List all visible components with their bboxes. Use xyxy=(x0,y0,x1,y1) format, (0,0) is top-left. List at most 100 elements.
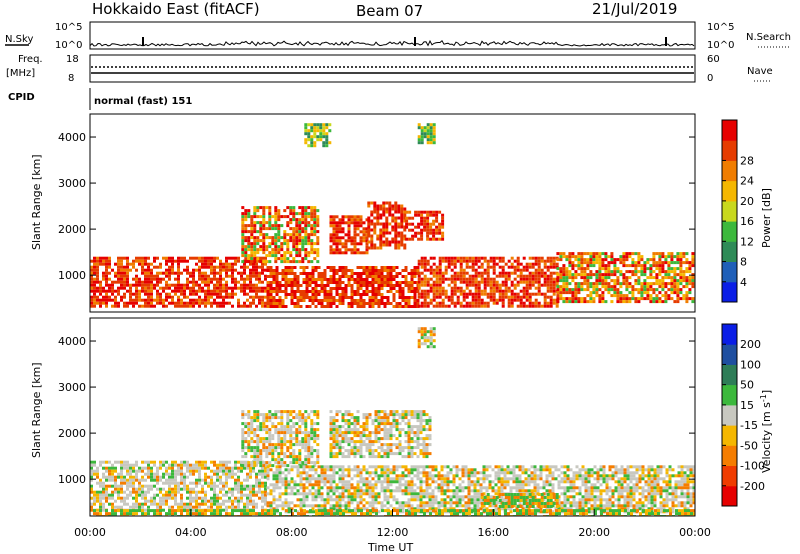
heatmap-cell xyxy=(299,290,303,293)
heatmap-cell xyxy=(432,292,436,296)
heatmap-cell xyxy=(114,466,117,470)
heatmap-cell xyxy=(256,257,260,261)
heatmap-cell xyxy=(489,286,493,290)
heatmap-cell xyxy=(338,440,342,444)
heatmap-cell xyxy=(192,283,195,287)
heatmap-cell xyxy=(403,225,407,229)
heatmap-cell xyxy=(228,466,231,470)
heatmap-cell xyxy=(335,248,339,252)
heatmap-cell xyxy=(255,286,258,290)
heatmap-cell xyxy=(507,301,511,305)
heatmap-cell xyxy=(398,446,402,450)
heatmap-cell xyxy=(322,129,326,133)
heatmap-cell xyxy=(123,265,126,269)
heatmap-cell xyxy=(353,425,357,429)
heatmap-cell xyxy=(255,295,258,299)
heatmap-cell xyxy=(391,219,395,223)
heatmap-cell xyxy=(90,460,93,464)
heatmap-cell xyxy=(474,268,478,272)
heatmap-cell xyxy=(111,505,114,509)
heatmap-cell xyxy=(525,295,529,299)
heatmap-cell xyxy=(295,245,299,249)
heatmap-cell xyxy=(286,416,290,420)
heatmap-cell xyxy=(296,275,300,278)
heatmap-cell xyxy=(676,255,680,259)
heatmap-cell xyxy=(380,446,384,450)
heatmap-cell xyxy=(183,283,186,287)
heatmap-cell xyxy=(189,298,192,302)
colorbar-segment xyxy=(722,221,737,242)
heatmap-cell xyxy=(277,236,281,240)
heatmap-cell xyxy=(329,449,333,453)
heatmap-cell xyxy=(310,123,314,127)
heatmap-cell xyxy=(565,267,569,271)
heatmap-cell xyxy=(311,281,315,284)
heatmap-cell xyxy=(222,277,225,281)
heatmap-cell xyxy=(365,413,369,417)
heatmap-cell xyxy=(320,474,324,478)
heatmap-cell xyxy=(625,279,629,283)
heatmap-cell xyxy=(400,222,404,226)
heatmap-cell xyxy=(253,206,257,210)
heatmap-cell xyxy=(625,288,629,292)
heatmap-cell xyxy=(595,261,599,265)
heatmap-cell xyxy=(359,302,363,305)
heatmap-cell xyxy=(426,138,430,142)
heatmap-cell xyxy=(356,293,360,296)
heatmap-cell xyxy=(120,469,123,473)
heatmap-cell xyxy=(234,292,237,296)
heatmap-cell xyxy=(132,496,135,500)
heatmap-cell xyxy=(423,135,427,139)
heatmap-cell xyxy=(403,237,407,241)
heatmap-cell xyxy=(302,483,306,487)
heatmap-cell xyxy=(335,443,339,447)
heatmap-cell xyxy=(138,256,141,260)
heatmap-cell xyxy=(640,270,644,274)
heatmap-cell xyxy=(268,221,272,225)
heatmap-cell xyxy=(568,297,572,301)
heatmap-cell xyxy=(183,292,186,296)
heatmap-cell xyxy=(426,129,430,133)
heatmap-cell xyxy=(359,455,363,459)
heatmap-cell xyxy=(240,496,243,500)
heatmap-cell xyxy=(432,210,436,214)
heatmap-cell xyxy=(255,475,258,479)
heatmap-cell xyxy=(516,268,520,272)
heatmap-cell xyxy=(177,265,180,269)
heatmap-cell xyxy=(250,419,254,423)
heatmap-cell xyxy=(673,261,677,265)
heatmap-cell xyxy=(411,234,415,238)
heatmap-cell xyxy=(676,261,680,265)
heatmap-cell xyxy=(284,287,288,290)
heatmap-cell xyxy=(329,437,333,441)
heatmap-cell xyxy=(247,236,251,240)
heatmap-cell xyxy=(329,224,333,228)
heatmap-cell xyxy=(601,294,605,298)
heatmap-cell xyxy=(268,434,272,438)
heatmap-cell xyxy=(299,474,303,478)
heatmap-cell xyxy=(308,275,312,278)
heatmap-cell xyxy=(222,460,225,464)
heatmap-cell xyxy=(183,259,186,263)
heatmap-cell xyxy=(362,221,366,225)
heatmap-cell xyxy=(292,443,296,447)
heatmap-cell xyxy=(237,475,240,479)
heatmap-cell xyxy=(228,265,231,269)
heatmap-cell xyxy=(281,504,285,508)
heatmap-cell xyxy=(522,292,526,296)
heatmap-cell xyxy=(389,422,393,426)
heatmap-cell xyxy=(219,301,222,305)
heatmap-cell xyxy=(292,425,296,429)
heatmap-cell xyxy=(417,280,421,284)
heatmap-cell xyxy=(528,292,532,296)
heatmap-cell xyxy=(240,481,243,485)
heatmap-cell xyxy=(177,268,180,272)
heatmap-cell xyxy=(407,290,411,293)
heatmap-cell xyxy=(320,287,324,290)
velocity-heatmap xyxy=(90,327,695,516)
heatmap-cell xyxy=(376,219,380,223)
heatmap-cell xyxy=(286,455,290,459)
heatmap-cell xyxy=(316,413,320,417)
heatmap-cell xyxy=(296,284,300,287)
heatmap-cell xyxy=(274,245,278,249)
